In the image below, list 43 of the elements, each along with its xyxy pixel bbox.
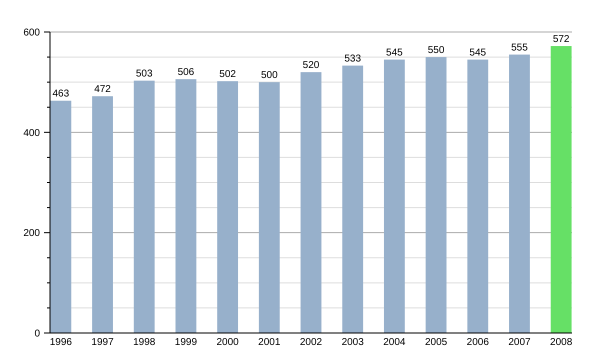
bar: [92, 96, 113, 333]
x-tick-label: 2000: [216, 337, 240, 348]
x-tick-label: 2002: [300, 337, 323, 348]
bar: [550, 46, 572, 333]
x-tick-label: 2005: [424, 337, 448, 348]
data-label: 545: [386, 48, 404, 59]
data-label: 572: [552, 34, 570, 46]
data-label: 463: [52, 88, 70, 100]
bar: [217, 81, 238, 333]
x-tick-label: 1998: [133, 337, 156, 348]
data-label: 555: [511, 42, 528, 54]
bar: [50, 100, 72, 333]
bar: [175, 79, 196, 333]
bar: [467, 60, 488, 333]
x-tick-label: 2008: [550, 337, 573, 348]
bar: [509, 54, 530, 333]
bar: [300, 72, 322, 333]
bar: [134, 80, 155, 333]
y-tick-label: 400: [23, 128, 40, 139]
x-tick-label: 2003: [342, 337, 364, 348]
data-label: 502: [219, 69, 236, 80]
data-label: 506: [178, 67, 195, 78]
bar: [258, 82, 280, 333]
bar: [342, 66, 364, 333]
bar: [384, 60, 405, 333]
x-tick-label: 2007: [508, 337, 532, 348]
data-label: 503: [136, 68, 154, 80]
data-label: 545: [469, 48, 487, 59]
data-label: 520: [302, 60, 320, 72]
data-label: 500: [260, 70, 278, 82]
y-tick-label: 600: [23, 28, 40, 38]
x-tick-label: 1996: [50, 337, 72, 348]
y-tick-label: 0: [34, 328, 40, 340]
x-tick-label: 2004: [383, 337, 406, 348]
x-tick-label: 2006: [466, 337, 490, 348]
x-tick-label: 1997: [91, 337, 114, 348]
x-tick-label: 2001: [258, 337, 281, 348]
bar: [426, 57, 447, 333]
data-label: 472: [94, 84, 112, 96]
data-label: 550: [428, 45, 445, 56]
y-tick-label: 200: [23, 228, 40, 240]
x-tick-label: 1999: [174, 337, 198, 348]
data-label: 533: [344, 54, 362, 65]
